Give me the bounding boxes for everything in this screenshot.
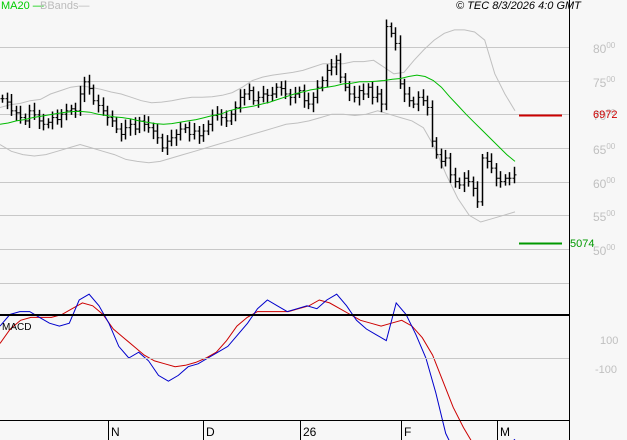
support-resistance-lines bbox=[519, 114, 562, 245]
price-gridlines bbox=[0, 47, 569, 284]
price-tick-5500: 5500 bbox=[593, 209, 616, 225]
x-tick-label: M bbox=[500, 425, 510, 439]
price-tick-8000: 8000 bbox=[593, 40, 616, 56]
x-tick-label: F bbox=[404, 425, 412, 439]
price-tick-6500: 6500 bbox=[593, 141, 616, 157]
macd-tick-100: 100 bbox=[600, 335, 619, 347]
support-label: 5074 bbox=[570, 238, 595, 250]
price-bars bbox=[0, 19, 517, 208]
price-tick-5000: 5000 bbox=[593, 243, 616, 258]
resistance-label: 6972 bbox=[593, 109, 618, 121]
x-tick-label: D bbox=[206, 425, 215, 439]
copyright-timestamp: © TEC 8/3/2026 4:0 GMT bbox=[456, 0, 581, 12]
macd-lines bbox=[0, 293, 516, 440]
macd-title: MACD bbox=[2, 322, 32, 333]
x-tick-label: N bbox=[111, 425, 120, 439]
ma20-line bbox=[0, 74, 516, 162]
price-tick-7500: 7500 bbox=[593, 74, 616, 90]
legend-bbands-swatch: — bbox=[78, 0, 90, 12]
x-tick-label: 26 bbox=[303, 425, 317, 439]
legend-ma20-swatch: — bbox=[29, 0, 44, 12]
bollinger-bands bbox=[0, 29, 516, 223]
legend-bbands-label: BBands bbox=[40, 0, 79, 12]
price-tick-7000: 7000 bbox=[593, 108, 616, 124]
macd-tick-minus100: -100 bbox=[595, 364, 618, 376]
legend-ma20-label: MA20 bbox=[1, 0, 30, 12]
x-axis-ticks bbox=[108, 421, 498, 440]
legend-bbands: BBands— bbox=[40, 0, 90, 12]
legend-ma20: MA20 — bbox=[1, 0, 44, 12]
price-tick-6000: 6000 bbox=[593, 175, 616, 191]
chart-frame bbox=[0, 0, 570, 440]
